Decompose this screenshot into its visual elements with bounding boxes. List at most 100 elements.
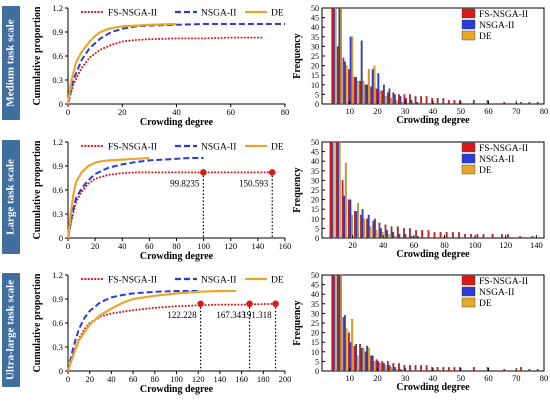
bar-de	[362, 347, 365, 372]
series-line-de	[66, 289, 237, 372]
x-tick-label: 80	[151, 374, 160, 384]
bar-de	[369, 226, 372, 239]
y-tick-label: 0.3	[52, 342, 63, 352]
bar-fs-nsga-ii	[366, 218, 368, 239]
bar-de	[375, 230, 378, 239]
y-tick-label: 35	[311, 33, 319, 42]
y-tick-label: 10	[311, 81, 319, 90]
x-tick-label: 40	[172, 107, 181, 117]
legend-swatch	[461, 30, 476, 41]
bar-fs-nsga-ii	[381, 90, 384, 105]
y-tick-label: 0.6	[52, 51, 63, 61]
bar-nsga-ii	[349, 36, 352, 105]
y-axis-label: Frequency	[292, 33, 303, 78]
bar-nsga-ii	[344, 315, 346, 372]
x-tick-label: 180	[257, 374, 270, 384]
bar-de	[384, 96, 387, 105]
legend-label: FS-NSGA-II	[108, 276, 157, 286]
bar-nsga-ii	[377, 73, 380, 105]
y-tick-label: 10	[311, 348, 319, 357]
legend-label: FS-NSGA-II	[479, 144, 528, 154]
bar-nsga-ii	[349, 342, 352, 372]
bar-fs-nsga-ii	[336, 46, 339, 105]
bar-nsga-ii	[371, 355, 374, 372]
y-tick-label: 35	[311, 300, 319, 309]
bar-fs-nsga-ii	[420, 365, 422, 372]
legend-label: FS-NSGA-II	[479, 10, 528, 20]
bar-de	[390, 367, 392, 372]
bar-de	[390, 98, 392, 105]
legend-label: FS-NSGA-II	[108, 9, 157, 19]
bar-nsga-ii	[399, 369, 402, 372]
bar-fs-nsga-ii	[390, 226, 393, 239]
x-tick-label: 20	[118, 107, 127, 117]
bar-fs-nsga-ii	[436, 98, 439, 105]
y-tick-label: 0.9	[52, 161, 63, 171]
bar-de	[345, 328, 348, 372]
bar-fs-nsga-ii	[398, 363, 400, 372]
bar-fs-nsga-ii	[442, 367, 445, 372]
x-axis-label: Crowding degree	[140, 384, 214, 395]
legend-swatch	[461, 153, 476, 164]
bar-nsga-ii	[392, 232, 395, 239]
bar-de	[340, 274, 342, 372]
y-tick-label: 10	[311, 215, 319, 224]
bar-nsga-ii	[404, 234, 407, 239]
bar-nsga-ii	[360, 347, 363, 372]
bar-de	[351, 36, 354, 105]
bar-fs-nsga-ii	[425, 96, 428, 105]
y-axis-label: Frequency	[292, 300, 303, 345]
bar-fs-nsga-ii	[353, 76, 356, 105]
bar-fs-nsga-ii	[425, 365, 428, 372]
bar-fs-nsga-ii	[364, 84, 367, 105]
y-tick-label: 15	[311, 338, 319, 347]
bar-fs-nsga-ii	[392, 92, 395, 105]
series-line-fs-nsga-ii	[67, 36, 265, 105]
bar-fs-nsga-ii	[503, 101, 506, 105]
bar-nsga-ii	[333, 274, 335, 372]
bar-de	[345, 65, 348, 105]
legend-label: NSGA-II	[479, 21, 514, 31]
legend-swatch	[461, 275, 476, 286]
x-tick-label: 0	[66, 107, 70, 117]
series-line-de	[66, 156, 150, 239]
legend-label: DE	[479, 166, 492, 176]
bar-nsga-ii	[355, 344, 357, 372]
bar-fs-nsga-ii	[421, 230, 424, 239]
bar-fs-nsga-ii	[331, 7, 334, 105]
bar-fs-nsga-ii	[528, 101, 531, 105]
legend-label: NSGA-II	[201, 143, 236, 153]
bar-nsga-ii	[410, 100, 413, 105]
legend-label: DE	[271, 276, 284, 286]
bar-de	[373, 361, 376, 372]
bar-nsga-ii	[416, 101, 419, 105]
bar-de	[387, 234, 390, 239]
x-tick-label: 80	[172, 241, 181, 251]
bar-fs-nsga-ii	[503, 369, 506, 372]
row-label: Medium task scale	[5, 19, 17, 107]
bar-nsga-ii	[343, 195, 346, 239]
bar-fs-nsga-ii	[354, 211, 356, 239]
x-tick-label: 120	[224, 241, 237, 251]
y-tick-label: 5	[315, 357, 319, 366]
annotation-label: 167.343	[216, 310, 246, 320]
bar-nsga-ii	[416, 236, 419, 239]
bar-fs-nsga-ii	[396, 226, 399, 239]
bar-fs-nsga-ii	[364, 351, 367, 372]
bar-nsga-ii	[361, 209, 364, 239]
bar-fs-nsga-ii	[359, 344, 361, 372]
bar-nsga-ii	[366, 345, 369, 372]
bar-fs-nsga-ii	[378, 222, 381, 239]
legend-label: DE	[271, 9, 284, 19]
bar-de	[367, 69, 370, 105]
series-line-de	[66, 22, 177, 105]
bar-fs-nsga-ii	[447, 100, 450, 105]
x-tick-label: 140	[530, 240, 543, 250]
bar-fs-nsga-ii	[386, 92, 389, 105]
x-axis-label: Crowding degree	[140, 251, 214, 262]
bar-de	[334, 274, 337, 372]
bar-nsga-ii	[349, 199, 352, 239]
x-tick-label: 20	[85, 374, 94, 384]
y-tick-label: 1.2	[52, 137, 63, 147]
